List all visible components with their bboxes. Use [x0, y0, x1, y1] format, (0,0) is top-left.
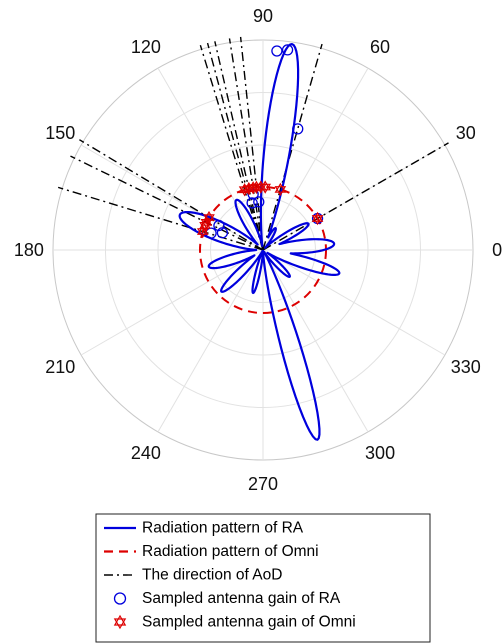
omni-sample-marker-tri-up	[238, 183, 251, 194]
omni-sample-marker	[196, 224, 209, 239]
legend-entry-label: The direction of AoD	[142, 567, 282, 584]
omni-sample-marker-tri-down	[274, 186, 287, 197]
aod-direction-ray	[199, 44, 264, 251]
angle-tick-label: 240	[131, 443, 161, 463]
ra-sample-marker	[205, 227, 217, 239]
aod-direction-ray	[70, 155, 264, 251]
angle-tick-label: 330	[451, 357, 481, 377]
omni-sample-marker-tri-up	[274, 182, 287, 193]
aod-direction-ray	[206, 42, 264, 251]
grid-spoke	[157, 67, 264, 251]
angle-tick-label: 150	[45, 123, 75, 143]
ra-sample-marker	[247, 188, 259, 200]
grid-spoke	[262, 67, 369, 251]
omni-sample-marker-tri-down	[238, 186, 251, 197]
angle-tick-label: 120	[131, 37, 161, 57]
grid-spoke	[262, 249, 446, 356]
omni-sample-marker-tri-down	[311, 215, 324, 226]
ra-sample-marker	[253, 196, 265, 208]
legend-entry-label: Radiation pattern of RA	[142, 520, 304, 537]
angle-tick-label: 30	[456, 123, 476, 143]
angle-tick-label: 180	[14, 240, 44, 260]
aod-direction-ray	[57, 186, 264, 251]
series-ra-pattern-line	[178, 43, 341, 441]
legend: Radiation pattern of RA Radiation pattern…	[95, 513, 431, 643]
angle-tick-label: 270	[248, 474, 278, 494]
aod-direction-ray	[79, 139, 264, 251]
ra-sample-marker	[292, 123, 304, 135]
legend-box	[95, 513, 431, 643]
legend-marker-omni-sample	[113, 614, 127, 630]
legend-marker-ra-sample	[113, 592, 127, 605]
aod-direction-ray	[262, 142, 449, 251]
grid-spoke	[262, 249, 369, 433]
omni-sample-marker-tri-up	[311, 211, 324, 222]
omni-sample-marker-tri-down	[203, 214, 215, 225]
legend-marker-omni-sample-tri-up	[113, 614, 127, 626]
legend-entry-label: Sampled antenna gain of RA	[142, 590, 341, 607]
aod-direction-ray	[262, 43, 323, 251]
ra-sample-marker	[216, 227, 229, 239]
omni-sample-marker	[238, 183, 251, 197]
legend-entry-label: Radiation pattern of Omni	[142, 543, 319, 560]
angle-tick-label: 0	[492, 240, 502, 260]
angle-tick-label: 90	[253, 6, 273, 26]
aod-direction-ray	[228, 38, 264, 251]
ra-sample-marker	[246, 197, 258, 209]
grid-spoke	[157, 249, 264, 433]
legend-entry-label: Sampled antenna gain of Omni	[142, 614, 356, 631]
angle-tick-labels: 0 30 60 90 120 150 180 210 240 270 300 330	[14, 6, 502, 494]
ra-sample-marker	[271, 45, 283, 57]
omni-sample-marker-tri-down	[247, 184, 259, 195]
omni-sample-marker-tri-down	[196, 228, 209, 239]
grid-spoke	[80, 249, 264, 356]
omni-sample-marker	[311, 211, 324, 226]
series-layer	[57, 36, 449, 441]
grid-spoke	[80, 144, 264, 251]
omni-sample-marker	[274, 182, 287, 197]
angle-tick-label: 300	[365, 443, 395, 463]
aod-direction-ray	[214, 41, 264, 251]
aod-direction-ray	[239, 36, 264, 251]
ra-sample-marker	[213, 219, 225, 232]
angle-tick-label: 60	[370, 37, 390, 57]
omni-sample-marker-tri-down	[243, 185, 255, 196]
ra-sample-marker	[281, 44, 294, 56]
omni-sample-marker-tri-up	[199, 218, 211, 229]
angle-tick-label: 210	[45, 357, 75, 377]
legend-marker-omni-sample-tri-down	[113, 618, 127, 630]
omni-sample-marker-tri-up	[196, 224, 209, 235]
